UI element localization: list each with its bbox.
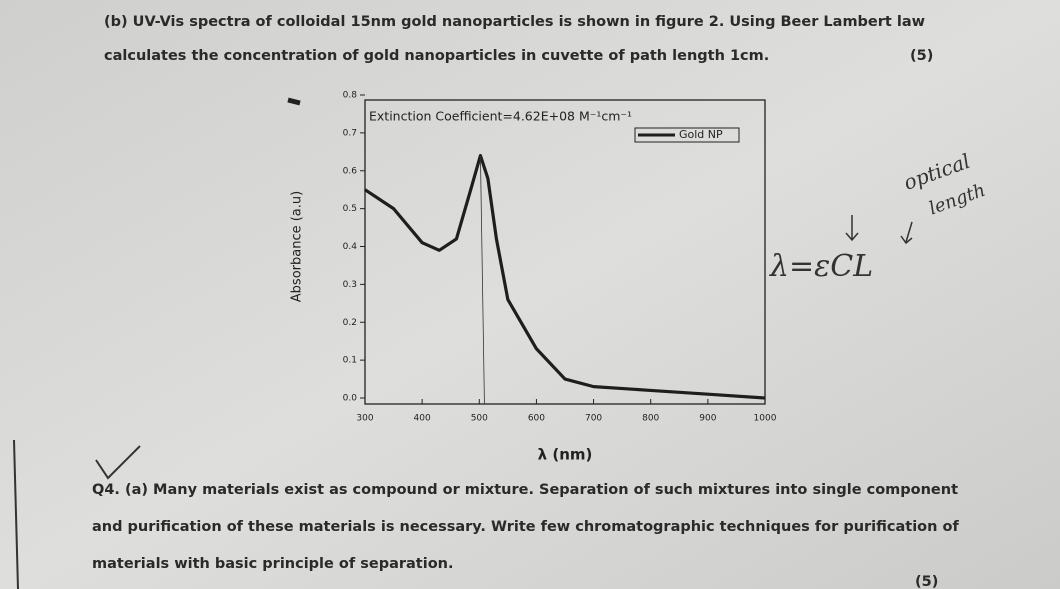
handwritten-arrows [845, 215, 913, 245]
annotation: Extinction Coefficient=4.62E+08 M⁻¹cm⁻¹ [369, 109, 632, 124]
y-tick-label: 0.3 [343, 280, 357, 290]
y-tick-label: 0.1 [343, 356, 357, 366]
question-b-line: (b) UV-Vis spectra of colloidal 15nm gol… [104, 14, 925, 30]
peak-line [480, 155, 485, 405]
margin-line [13, 439, 19, 589]
question-4-line: materials with basic principle of separa… [92, 556, 454, 572]
x-tick-label: 900 [699, 414, 716, 424]
y-tick-label: 0.2 [343, 318, 357, 328]
x-tick-label: 500 [471, 414, 488, 424]
y-tick-label: 0.6 [343, 166, 358, 176]
y-tick-label: 0.4 [343, 242, 358, 252]
question-4-line: and purification of these materials is n… [92, 519, 959, 535]
x-tick-label: 400 [414, 414, 431, 424]
x-tick-label: 700 [585, 414, 602, 424]
y-tick-label: 0.5 [343, 204, 357, 214]
handwritten-formula: λ=εCL [769, 249, 873, 284]
x-tick-label: 1000 [754, 414, 777, 424]
y-tick-label: 0.7 [343, 128, 357, 138]
ink-mark [287, 97, 301, 106]
legend-label: Gold NP [679, 128, 723, 141]
x-axis-label: λ (nm) [538, 446, 593, 464]
x-tick-label: 600 [528, 414, 545, 424]
data-line [364, 154, 766, 400]
marks: (5) [910, 48, 933, 64]
chart: 0.0 0.1 0.2 0.3 0.4 0.5 0.6 0.7 0.8 300 400 500 600 7… [290, 91, 777, 464]
marks: (5) [915, 574, 938, 589]
x-tick-label: 800 [642, 414, 659, 424]
question-b-line: calculates the concentration of gold nan… [104, 48, 769, 64]
check-mark [95, 445, 141, 480]
legend-box [634, 127, 740, 143]
x-tick-label: 300 [356, 414, 373, 424]
question-4-line: Q4. (a) Many materials exist as compound… [92, 482, 958, 498]
y-axis-label: Absorbance (a.u) [290, 191, 305, 302]
y-tick-label: 0.0 [343, 394, 358, 404]
y-tick-label: 0.8 [343, 91, 358, 101]
plot-frame [364, 99, 766, 405]
